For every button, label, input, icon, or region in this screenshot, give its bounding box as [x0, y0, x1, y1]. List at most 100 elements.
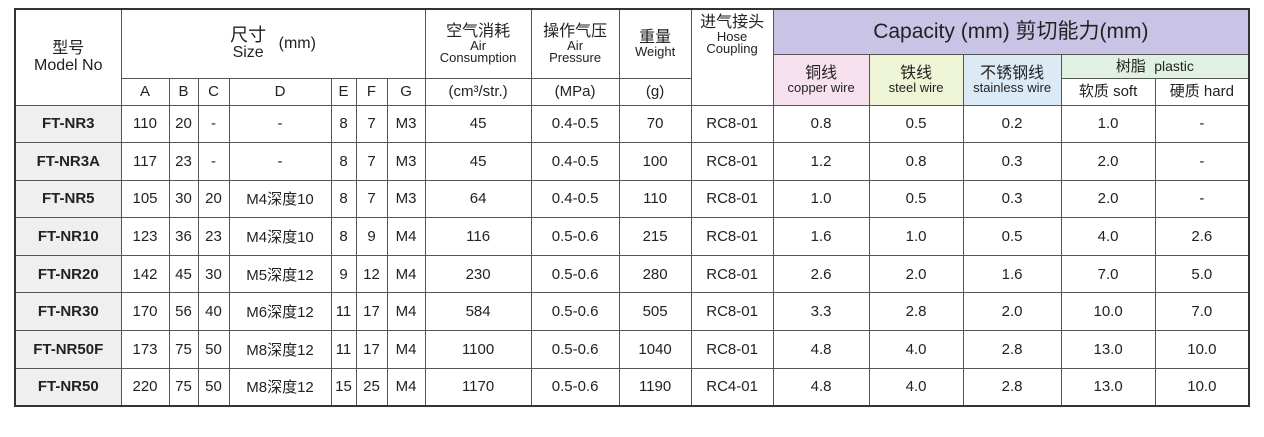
cell: - [1154, 104, 1250, 144]
cell: RC8-01 [690, 179, 774, 219]
cell: RC8-01 [690, 330, 774, 369]
cell: 105 [120, 179, 170, 219]
cell: 20 [168, 104, 199, 144]
weight-header: 重量 Weight [618, 8, 692, 79]
cell: 0.5 [868, 179, 964, 219]
cell: RC8-01 [690, 217, 774, 256]
cell: M4 [386, 292, 426, 332]
hard-header: 硬质 hard [1154, 77, 1250, 106]
cell: 10.0 [1154, 330, 1250, 369]
stainless-en: stainless wire [973, 80, 1052, 95]
cell: 4.8 [772, 330, 870, 369]
cell: 5.0 [1154, 254, 1250, 294]
hose-en2: Coupling [706, 41, 758, 56]
cell: 230 [424, 254, 532, 294]
cell: M6深度12 [228, 292, 332, 332]
cell: - [1154, 179, 1250, 219]
cell: 20 [197, 179, 230, 219]
cell: 0.5-0.6 [530, 217, 620, 256]
cell: 505 [618, 292, 692, 332]
cell: 9 [330, 254, 357, 294]
cell: 0.4-0.5 [530, 104, 620, 144]
model-en: Model No [34, 57, 103, 75]
cell: M5深度12 [228, 254, 332, 294]
cell: 0.8 [772, 104, 870, 144]
cell: 110 [120, 104, 170, 144]
cell: 45 [424, 104, 532, 144]
cell: 45 [168, 254, 199, 294]
cell: 4.0 [868, 367, 964, 407]
cell: M4深度10 [228, 179, 332, 219]
cell: 0.4-0.5 [530, 179, 620, 219]
cell: 8 [330, 179, 357, 219]
model-cell: FT-NR3 [14, 104, 122, 144]
cell: 7 [355, 142, 388, 181]
cell: 23 [168, 142, 199, 181]
cell: 4.8 [772, 367, 870, 407]
cell: 70 [618, 104, 692, 144]
cell: 2.8 [962, 330, 1062, 369]
cell: 584 [424, 292, 532, 332]
cell: - [228, 142, 332, 181]
hose-zh: 进气接头 [700, 14, 765, 31]
cell: 17 [355, 292, 388, 332]
table-row: FT-NR30 170 56 40 M6深度12 11 17 M4 584 0.5-0.6 505 R… [14, 292, 1250, 332]
dim-header: E [330, 77, 357, 106]
cell: - [1154, 142, 1250, 181]
cell: 0.5-0.6 [530, 254, 620, 294]
cell: 56 [168, 292, 199, 332]
cell: 7.0 [1154, 292, 1250, 332]
cell: 40 [197, 292, 230, 332]
model-cell: FT-NR50F [14, 330, 122, 369]
air-en1: Air [470, 38, 487, 54]
cell: 15 [330, 367, 357, 407]
model-zh: 型号 [52, 40, 85, 58]
air-en2: Consumption [439, 50, 517, 66]
cell: RC8-01 [690, 292, 774, 332]
cell: M3 [386, 104, 426, 144]
cell: M3 [386, 142, 426, 181]
stainless-header: 不锈钢线 stainless wire [962, 53, 1062, 106]
cell: 1.6 [772, 217, 870, 256]
cell: RC8-01 [690, 104, 774, 144]
cell: 2.0 [868, 254, 964, 294]
steel-zh: 铁线 [900, 65, 933, 82]
cell: 13.0 [1060, 367, 1156, 407]
cell: 2.0 [962, 292, 1062, 332]
model-cell: FT-NR30 [14, 292, 122, 332]
cell: - [197, 104, 230, 144]
cell: - [228, 104, 332, 144]
cell: 2.6 [1154, 217, 1250, 256]
weight-zh: 重量 [639, 29, 672, 47]
cell: 13.0 [1060, 330, 1156, 369]
cell: RC8-01 [690, 254, 774, 294]
cell: 23 [197, 217, 230, 256]
cell: 1.0 [1060, 104, 1156, 144]
table-row: FT-NR50 220 75 50 M8深度12 15 25 M4 1170 0.5-0.6 119… [14, 367, 1250, 407]
cell: 7.0 [1060, 254, 1156, 294]
dim-header: F [355, 77, 388, 106]
cell: 2.8 [962, 367, 1062, 407]
plastic-en: plastic [1154, 57, 1194, 74]
cell: 1.0 [868, 217, 964, 256]
steel-en: steel wire [888, 80, 944, 95]
cell: 2.8 [868, 292, 964, 332]
cell: 0.8 [868, 142, 964, 181]
cell: 0.5-0.6 [530, 292, 620, 332]
cell: 0.5 [962, 217, 1062, 256]
pressure-header: 操作气压 Air Pressure [530, 8, 620, 79]
cell: 8 [330, 142, 357, 181]
pressure-zh: 操作气压 [543, 23, 608, 41]
cell: 10.0 [1154, 367, 1250, 407]
pressure-en1: Air [567, 38, 584, 54]
plastic-zh: 树脂 [1115, 57, 1146, 75]
steel-header: 铁线 steel wire [868, 53, 964, 106]
cell: 116 [424, 217, 532, 256]
cell: 0.5 [868, 104, 964, 144]
cell: 50 [197, 367, 230, 407]
cell: 12 [355, 254, 388, 294]
cell: 1.0 [772, 179, 870, 219]
hose-header: 进气接头 Hose Coupling [690, 8, 774, 106]
cell: 4.0 [1060, 217, 1156, 256]
cell: 4.0 [868, 330, 964, 369]
